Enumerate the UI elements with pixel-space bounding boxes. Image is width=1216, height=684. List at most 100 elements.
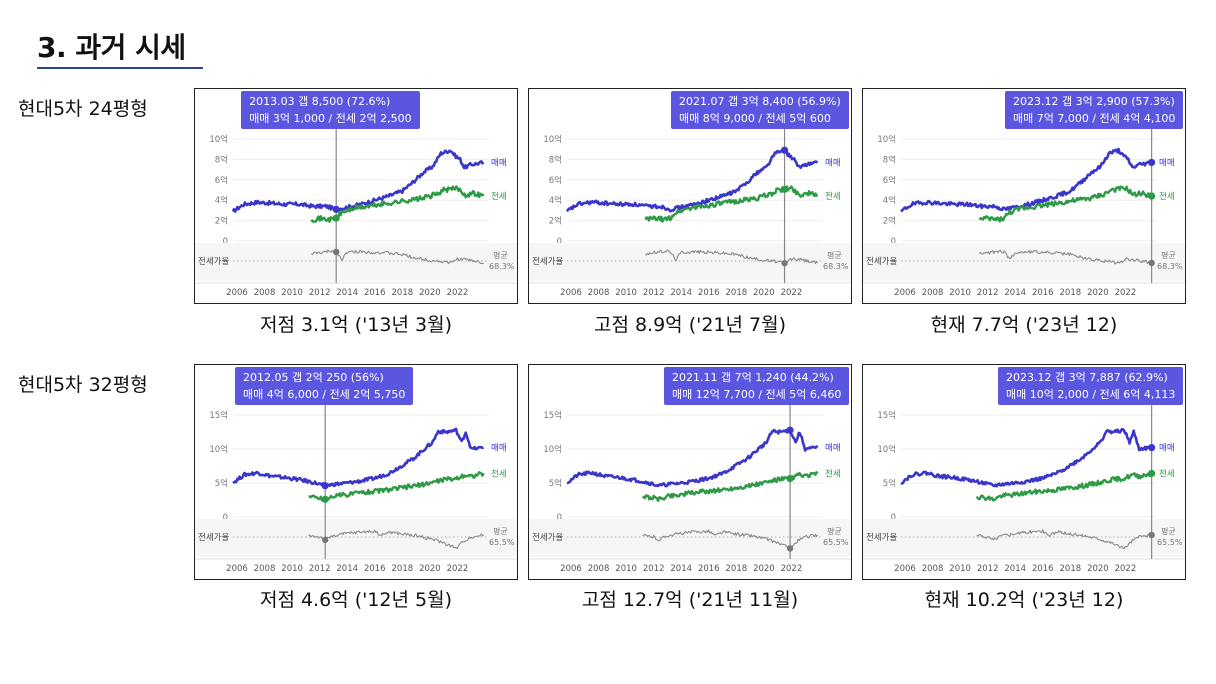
chart-svg: 10억 8억 6억 4억 2억 0 전세가율 평균 68.3% 2006 2008 2010 2012 2… <box>529 119 851 298</box>
x-tick-label: 2022 <box>447 564 469 574</box>
tooltip-gap-line: 2012.05 갭 2억 250 (56%) <box>243 371 384 384</box>
y-tick-label: 0 <box>891 513 896 523</box>
tooltip-gap-line: 2021.11 갭 7억 1,240 (44.2%) <box>672 371 834 384</box>
sale-series-label: 매매 <box>491 158 507 168</box>
ratio-label: 전세가율 <box>866 256 897 267</box>
x-tick-label: 2008 <box>588 564 610 574</box>
chart-panel: 15억 10억 5억 0 전세가율 평균 65.5% 2006 2008 2010 2012 2014… <box>528 364 852 580</box>
x-tick-label: 2006 <box>226 288 248 298</box>
average-label: 평균 <box>1161 250 1176 260</box>
chart-svg: 15억 10억 5억 0 전세가율 평균 65.5% 2006 2008 2010 2012 2014… <box>863 395 1185 574</box>
x-tick-label: 2014 <box>670 288 692 298</box>
ratio-band <box>195 243 517 281</box>
y-tick-label: 4억 <box>549 195 562 206</box>
x-tick-label: 2012 <box>977 564 999 574</box>
chart-panel: 10억 8억 6억 4억 2억 0 전세가율 평균 68.3% 2006 2008 2010 2012 2… <box>528 88 852 304</box>
hover-tooltip: 2012.05 갭 2억 250 (56%) 매매 4억 6,000 / 전세 2… <box>235 367 414 405</box>
ratio-hover-dot <box>1148 259 1155 267</box>
tooltip-price-line: 매매 12억 7,700 / 전세 5억 6,460 <box>672 388 842 401</box>
jeonse-series-label: 전세 <box>825 468 841 479</box>
x-tick-label: 2020 <box>753 564 775 574</box>
jeonse-price-line <box>310 185 485 223</box>
average-label: 평균 <box>493 526 508 536</box>
x-tick-label: 2022 <box>781 288 803 298</box>
y-tick-label: 2억 <box>549 216 562 227</box>
sale-price-line <box>900 427 1153 488</box>
chart-svg: 10억 8억 6억 4억 2억 0 전세가율 평균 68.3% 2006 2008 2010 2012 2… <box>195 119 517 298</box>
panel-caption: 현재 10.2억 ('23년 12) <box>924 589 1124 611</box>
hover-tooltip: 2013.03 갭 8,500 (72.6%) 매매 3억 1,000 / 전세 … <box>241 91 420 129</box>
x-tick-label: 2012 <box>309 564 331 574</box>
ratio-label: 전세가율 <box>198 256 229 267</box>
hover-tooltip: 2021.07 갭 3억 8,400 (56.9%) 매매 8억 9,000 / … <box>671 91 849 129</box>
ratio-band <box>529 519 851 557</box>
ratio-band <box>195 519 517 557</box>
page-title: 3. 과거 시세 <box>37 31 186 64</box>
ratio-label: 전세가율 <box>532 256 563 267</box>
x-tick-label: 2008 <box>922 564 944 574</box>
x-tick-label: 2018 <box>726 564 748 574</box>
x-tick-label: 2016 <box>364 288 386 298</box>
average-value: 65.5% <box>1157 538 1183 547</box>
x-tick-label: 2010 <box>615 288 637 298</box>
panel-caption: 저점 4.6억 ('12년 5월) <box>259 589 453 611</box>
y-tick-label: 6억 <box>215 175 228 186</box>
jeonse-series-label: 전세 <box>491 468 507 479</box>
tooltip-price-line: 매매 8억 9,000 / 전세 5억 600 <box>679 112 831 125</box>
x-tick-label: 2020 <box>1087 564 1109 574</box>
jeonse-hover-dot <box>1148 192 1156 200</box>
x-tick-label: 2012 <box>977 288 999 298</box>
y-tick-label: 6억 <box>549 175 562 186</box>
tooltip-gap-line: 2023.12 갭 3억 2,900 (57.3%) <box>1013 95 1175 108</box>
average-label: 평균 <box>827 250 842 260</box>
jeonse-series-label: 전세 <box>825 191 841 202</box>
jeonse-price-line <box>644 185 818 223</box>
x-tick-label: 2018 <box>726 288 748 298</box>
x-tick-label: 2006 <box>560 564 582 574</box>
x-tick-label: 2012 <box>309 288 331 298</box>
jeonse-series-label: 전세 <box>491 191 507 202</box>
sale-series-label: 매매 <box>491 444 507 454</box>
x-tick-label: 2020 <box>753 288 775 298</box>
y-tick-label: 4억 <box>215 195 228 206</box>
jeonse-ratio-line <box>642 529 819 551</box>
sale-hover-dot <box>780 146 789 154</box>
jeonse-hover-dot <box>332 214 340 222</box>
x-tick-label: 2010 <box>949 288 971 298</box>
average-value: 68.3% <box>489 262 515 271</box>
chart-panel: 15억 10억 5억 0 전세가율 평균 65.5% 2006 2008 2010 2012 2014… <box>194 364 518 580</box>
sale-hover-dot <box>786 426 794 434</box>
tooltip-price-line: 매매 10억 2,000 / 전세 6억 4,113 <box>1006 388 1176 401</box>
row-label-24: 현대5차 24평형 <box>18 98 148 120</box>
x-tick-label: 2006 <box>226 564 248 574</box>
jeonse-hover-dot <box>321 495 329 503</box>
x-tick-label: 2018 <box>1060 288 1082 298</box>
x-tick-label: 2022 <box>1115 564 1137 574</box>
average-label: 평균 <box>827 526 842 536</box>
x-tick-label: 2012 <box>643 288 665 298</box>
panel-caption: 저점 3.1억 ('13년 3월) <box>259 314 453 336</box>
panel-caption: 고점 8.9억 ('21년 7월) <box>593 314 787 336</box>
x-tick-label: 2006 <box>894 564 916 574</box>
y-tick-label: 10억 <box>543 444 562 455</box>
average-value: 65.5% <box>823 538 849 547</box>
ratio-label: 전세가율 <box>532 532 563 543</box>
average-value: 68.3% <box>823 262 849 271</box>
x-tick-label: 2020 <box>419 564 441 574</box>
ratio-hover-dot <box>786 545 794 552</box>
chart-svg: 15억 10억 5억 0 전세가율 평균 65.5% 2006 2008 2010 2012 2014… <box>195 395 517 574</box>
sale-series-label: 매매 <box>825 444 841 454</box>
jeonse-ratio-line <box>644 249 819 265</box>
chart-panel: 10억 8억 6억 4억 2억 0 전세가율 평균 68.3% 2006 2008 2010 2012 2… <box>862 88 1186 304</box>
y-tick-label: 2억 <box>215 216 228 227</box>
jeonse-ratio-line <box>311 249 484 265</box>
tooltip-gap-line: 2023.12 갭 3억 7,887 (62.9%) <box>1006 371 1168 384</box>
sale-series-label: 매매 <box>1159 158 1175 168</box>
jeonse-ratio-line <box>976 529 1152 550</box>
sale-hover-dot <box>1148 444 1156 452</box>
y-tick-label: 5억 <box>215 478 228 489</box>
x-tick-label: 2016 <box>1032 564 1054 574</box>
y-tick-label: 0 <box>223 513 228 523</box>
jeonse-hover-dot <box>1148 469 1156 478</box>
y-tick-label: 0 <box>223 237 228 247</box>
